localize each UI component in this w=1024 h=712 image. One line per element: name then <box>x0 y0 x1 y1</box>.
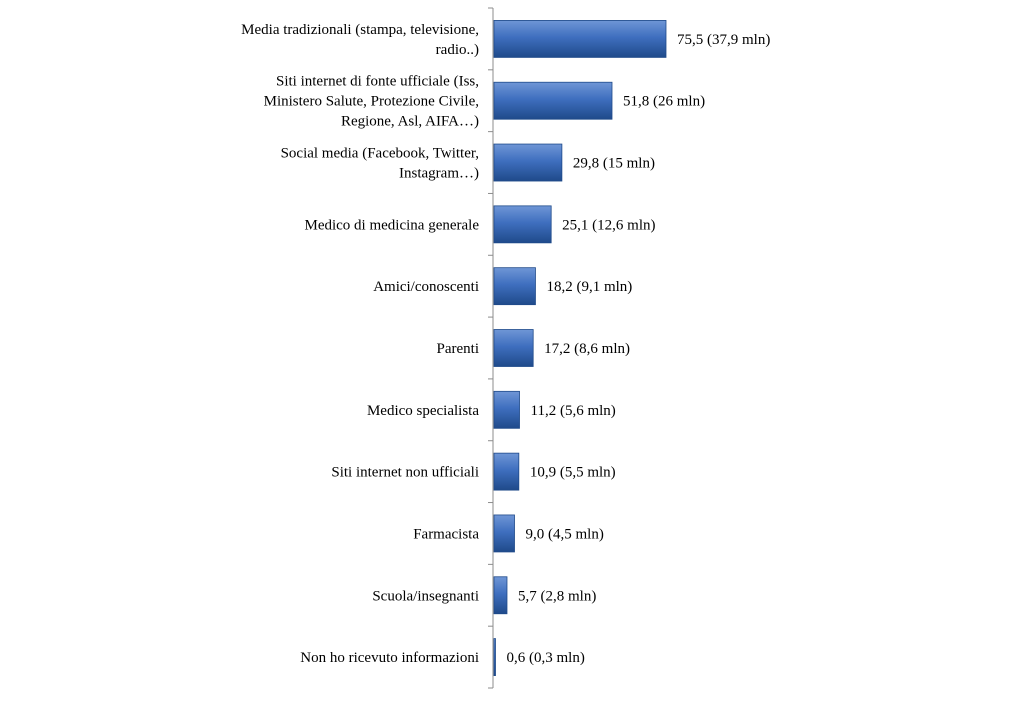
data-label: 10,9 (5,5 mln) <box>530 465 616 481</box>
category-label-line: Instagram…) <box>399 166 479 182</box>
data-label: 9,0 (4,5 mln) <box>526 526 604 542</box>
bar <box>493 514 515 553</box>
category-label-line: Non ho ricevuto informazioni <box>300 650 479 666</box>
category-label-line: Parenti <box>437 341 480 357</box>
category-label: Siti internet non ufficiali <box>331 465 479 481</box>
category-label-line: Siti internet di fonte ufficiale (Iss, <box>276 74 479 90</box>
bar <box>493 576 508 615</box>
bar <box>493 143 563 182</box>
category-label-line: Ministero Salute, Protezione Civile, <box>264 94 479 110</box>
category-label-line: Scuola/insegnanti <box>372 588 479 604</box>
axis-ticks <box>488 7 493 689</box>
bars-group <box>493 20 667 676</box>
data-label: 75,5 (37,9 mln) <box>677 32 770 48</box>
category-label-line: Media tradizionali (stampa, televisione, <box>241 22 479 38</box>
bar <box>493 20 667 58</box>
bar <box>493 267 536 306</box>
bar <box>493 81 613 120</box>
category-label: Medico specialista <box>367 403 479 419</box>
bar <box>493 205 552 244</box>
bar <box>493 329 534 367</box>
category-label-line: Amici/conoscenti <box>373 279 479 295</box>
category-label-line: Medico specialista <box>367 403 479 419</box>
bar <box>493 390 520 429</box>
category-label: Medico di medicina generale <box>304 217 479 233</box>
data-label: 11,2 (5,6 mln) <box>531 403 616 419</box>
category-label-line: Siti internet non ufficiali <box>331 465 479 481</box>
category-label-line: radio..) <box>436 42 479 58</box>
bar <box>493 452 520 491</box>
data-label: 25,1 (12,6 mln) <box>562 217 655 233</box>
category-label: Amici/conoscenti <box>373 279 479 295</box>
data-label: 0,6 (0,3 mln) <box>507 650 585 666</box>
bar <box>493 638 496 676</box>
category-label: Social media (Facebook, Twitter, Instagra… <box>281 146 479 182</box>
category-label: Parenti <box>437 341 480 357</box>
data-label: 51,8 (26 mln) <box>623 94 705 110</box>
category-label-line: Farmacista <box>413 526 479 542</box>
data-label: 29,8 (15 mln) <box>573 156 655 172</box>
category-label: Siti internet di fonte ufficiale (Iss, Mi… <box>264 74 479 130</box>
value-labels: 75,5 (37,9 mln) 51,8 (26 mln) 29,8 (15 mln… <box>507 32 771 666</box>
data-label: 18,2 (9,1 mln) <box>546 279 632 295</box>
category-label: Scuola/insegnanti <box>372 588 479 604</box>
category-label: Non ho ricevuto informazioni <box>300 650 479 666</box>
category-labels: Media tradizionali (stampa, televisione,… <box>241 22 479 666</box>
category-label-line: Social media (Facebook, Twitter, <box>281 146 479 162</box>
category-label-line: Regione, Asl, AIFA…) <box>341 114 479 130</box>
data-label: 5,7 (2,8 mln) <box>518 588 596 604</box>
data-label: 17,2 (8,6 mln) <box>544 341 630 357</box>
category-label: Farmacista <box>413 526 479 542</box>
category-label: Media tradizionali (stampa, televisione,… <box>241 22 479 58</box>
category-label-line: Medico di medicina generale <box>304 217 479 233</box>
